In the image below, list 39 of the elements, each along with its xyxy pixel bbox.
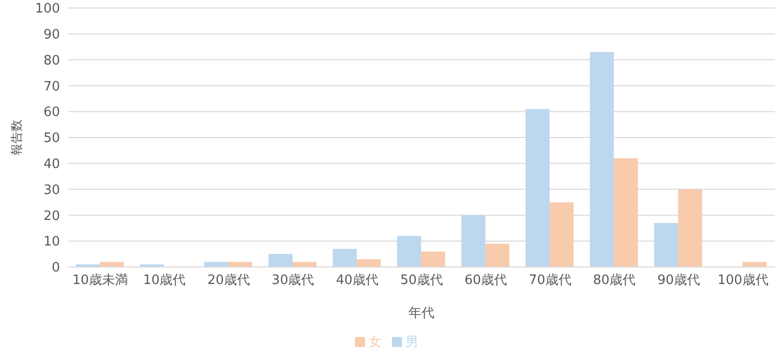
bar xyxy=(550,202,574,267)
y-tick-label: 60 xyxy=(43,105,60,120)
y-axis-title: 報告数 xyxy=(9,120,24,156)
bar xyxy=(268,254,293,267)
x-tick-label: 20歳代 xyxy=(207,273,250,288)
x-tick-label: 80歳代 xyxy=(593,273,636,288)
bar xyxy=(397,236,422,267)
bar xyxy=(590,52,614,267)
x-tick-label: 100歳代 xyxy=(717,273,768,288)
x-axis-title: 年代 xyxy=(408,306,434,321)
y-tick-label: 70 xyxy=(43,79,60,94)
bar xyxy=(421,251,446,267)
y-tick-label: 50 xyxy=(43,131,60,146)
x-tick-label: 60歳代 xyxy=(464,273,508,288)
x-tick-label: 90歳代 xyxy=(657,273,700,288)
y-tick-label: 20 xyxy=(43,208,60,224)
x-tick-label: 50歳代 xyxy=(400,273,443,288)
bar xyxy=(332,248,357,267)
legend-label: 女 xyxy=(368,335,382,350)
bar xyxy=(678,189,702,267)
x-tick-label: 40歳代 xyxy=(336,273,378,288)
y-tick-label: 80 xyxy=(43,53,60,68)
legend-label: 男 xyxy=(406,335,418,350)
y-tick-label: 100 xyxy=(35,2,60,17)
x-tick-label: 70歳代 xyxy=(528,273,572,288)
y-tick-label: 40 xyxy=(43,157,60,172)
x-tick-label: 10歳代 xyxy=(143,273,186,288)
y-tick-label: 90 xyxy=(43,28,60,43)
bar xyxy=(485,244,510,267)
bar xyxy=(654,222,678,267)
bar xyxy=(356,259,381,267)
y-tick-label: 10 xyxy=(43,234,60,250)
x-tick-label: 30歳代 xyxy=(272,273,314,288)
bar xyxy=(526,109,550,267)
y-tick-label: 30 xyxy=(43,182,60,198)
y-tick-label: 0 xyxy=(52,260,60,276)
x-tick-label: 10歳未満 xyxy=(72,273,128,288)
bar xyxy=(461,215,486,267)
bar xyxy=(614,158,638,267)
